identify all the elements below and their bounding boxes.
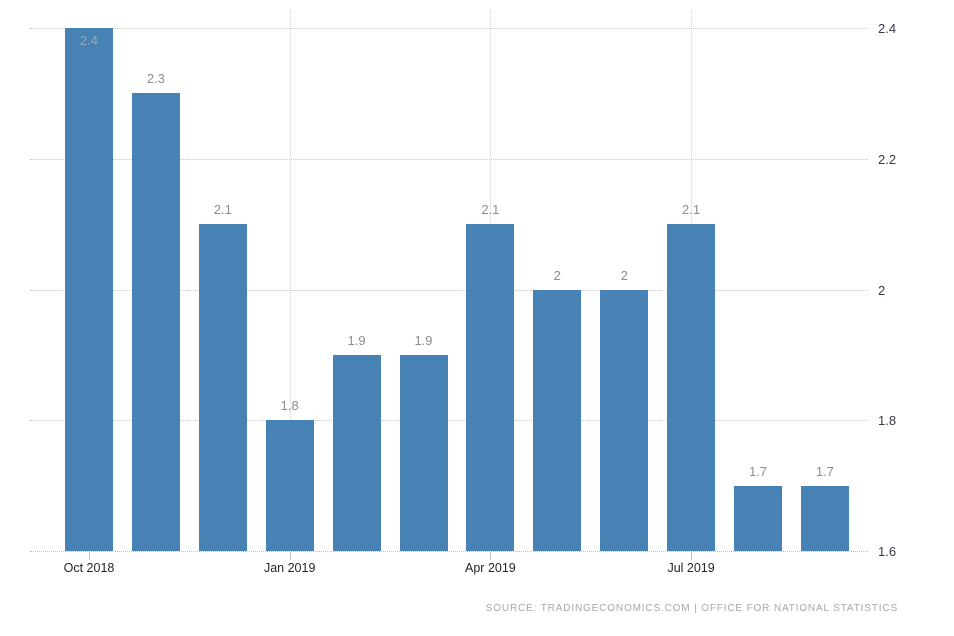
x-axis-tick-mark [691,552,693,560]
bar[interactable] [533,289,582,551]
y-axis-tick-label: 1.8 [878,413,897,429]
x-axis-tick-label: Jul 2019 [667,561,715,575]
y-axis-tick-label: 2 [878,282,886,298]
bar-value-label: 2.1 [481,202,500,218]
x-axis-tick-label: Jan 2019 [263,561,316,575]
bar[interactable] [600,289,649,551]
bar[interactable] [734,485,782,551]
y-axis-tick-label: 1.6 [878,544,897,559]
bar[interactable] [466,224,515,551]
bar-value-label: 2.1 [682,202,701,218]
bar-value-label: 2.3 [146,71,165,87]
x-axis-tick-mark [289,552,291,560]
bar-value-label: 1.9 [347,332,366,348]
bar-value-label: 1.8 [280,398,299,414]
plot-area: 2.4 2.3 2.1 1.8 1.9 1.9 2.1 2 2 2.1 1.7 1.7 2.4 2.2 2… [30,10,897,574]
x-axis-tick-mark [89,552,90,560]
bar[interactable] [198,224,247,551]
x-axis-tick-label: Apr 2019 [465,561,516,575]
bar[interactable] [667,224,716,551]
bar[interactable] [265,420,314,551]
gridline-vertical [289,10,291,551]
x-axis-tick-label: Oct 2018 [63,561,115,575]
gridline-horizontal [30,420,868,422]
source-attribution: SOURCE: TRADINGECONOMICS.COM | OFFICE FO… [485,603,898,614]
gridline-horizontal [30,158,868,160]
bar-value-label: 1.9 [414,332,433,348]
gridline-horizontal [30,289,868,291]
bar-value-label: 2.1 [213,202,232,218]
bar-value-label: 1.7 [815,463,834,479]
x-axis-baseline [30,551,868,552]
y-axis-tick-label: 2.4 [878,21,897,36]
bar[interactable] [65,28,113,551]
bar-value-label: 2 [620,267,628,283]
bar-value-label: 2.4 [79,33,99,48]
y-axis-tick-label: 2.2 [878,151,897,167]
bar[interactable] [332,354,381,551]
bar[interactable] [399,354,448,551]
bar[interactable] [800,485,849,551]
bar[interactable] [131,93,180,551]
x-axis-tick-mark [490,552,492,560]
gridline-horizontal [30,28,868,29]
bar-value-label: 2 [553,267,561,283]
bar-value-label: 1.7 [748,463,768,479]
